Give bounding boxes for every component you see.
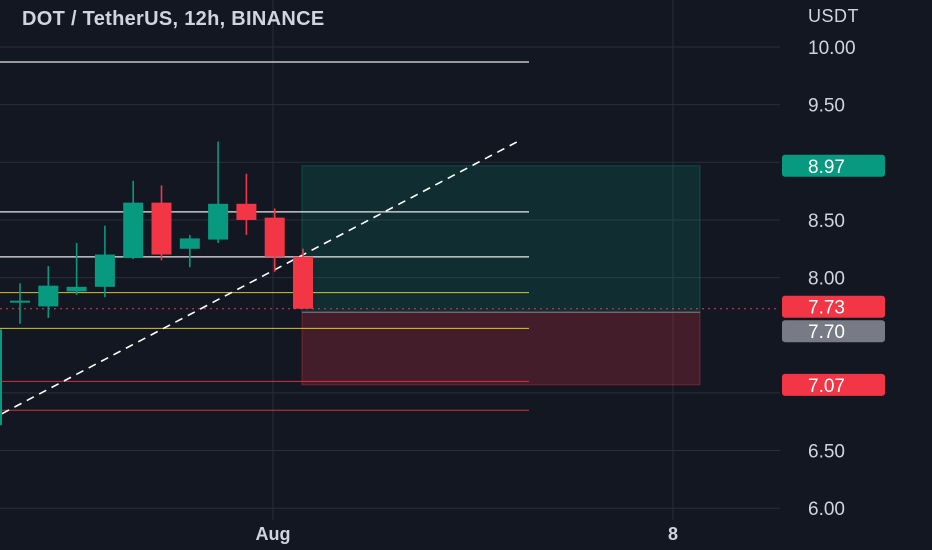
candle-body[interactable] (10, 300, 30, 303)
y-axis-tick-label: 8.00 (808, 269, 845, 290)
candle-body[interactable] (208, 203, 229, 240)
y-axis-tick-label: 6.50 (808, 442, 845, 463)
candle-body[interactable] (66, 286, 87, 292)
price-badge-label-entry: 7.70 (808, 322, 845, 343)
price-badge-label-target: 8.97 (808, 157, 845, 178)
price-badge-label-stop: 7.07 (808, 376, 845, 397)
candle-body[interactable] (151, 202, 172, 255)
price-badge-label-current: 7.73 (808, 298, 845, 319)
y-axis-tick-label: 9.50 (808, 96, 845, 117)
price-currency-label: USDT (808, 6, 859, 26)
chart-title: DOT / TetherUS, 12h, BINANCE (22, 8, 325, 30)
y-axis-tick-label: 6.00 (808, 499, 845, 520)
price-badge-entry[interactable] (782, 320, 885, 343)
y-axis-tick-label: 8.50 (808, 211, 845, 232)
candle-body[interactable] (236, 203, 257, 220)
candle-body[interactable] (264, 217, 285, 257)
profit-zone[interactable] (301, 165, 701, 313)
price-badge-current[interactable] (782, 295, 885, 318)
candle-body[interactable] (38, 285, 59, 307)
candle-body[interactable] (94, 254, 115, 287)
loss-zone[interactable] (301, 311, 701, 386)
candle-body[interactable] (293, 256, 313, 309)
y-axis-tick-label: 10.00 (808, 38, 856, 59)
candle-body[interactable] (123, 202, 144, 258)
x-axis-tick-label: 8 (668, 524, 678, 544)
price-badge-target[interactable] (782, 154, 885, 177)
x-axis-tick-label: Aug (256, 524, 291, 544)
candle-body[interactable] (179, 238, 200, 249)
price-badge-stop[interactable] (782, 373, 885, 396)
